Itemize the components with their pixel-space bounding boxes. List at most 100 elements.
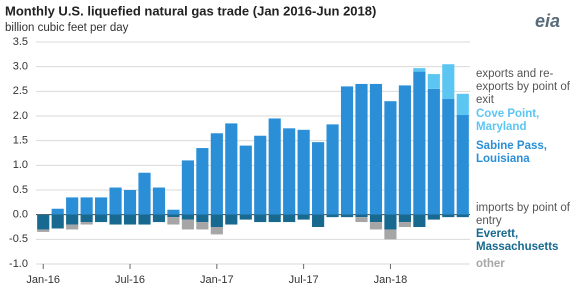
chart-title: Monthly U.S. liquefied natural gas trade… <box>5 3 376 18</box>
bar <box>80 222 93 225</box>
bar <box>210 133 223 215</box>
bar <box>456 214 469 218</box>
x-tick-label: Jan-18 <box>374 274 408 286</box>
y-tick-label: -0.5 <box>9 233 28 245</box>
bar <box>268 214 281 223</box>
bar <box>167 217 180 225</box>
bar <box>254 214 267 223</box>
bar <box>398 85 411 215</box>
y-tick-label: -1.0 <box>9 258 28 270</box>
x-tick-label: Jan-16 <box>26 274 60 286</box>
bar <box>167 214 180 218</box>
bar <box>340 86 354 215</box>
bar <box>456 115 469 215</box>
bar <box>427 88 440 215</box>
bar <box>66 197 79 215</box>
bar <box>181 214 194 220</box>
bar <box>355 217 368 223</box>
bar <box>456 93 469 116</box>
bar <box>196 214 209 223</box>
bar <box>210 214 223 227</box>
bar <box>413 214 426 227</box>
legend-entry: Sabine Pass, Louisiana <box>476 140 547 165</box>
bar <box>109 187 122 215</box>
bar <box>210 227 223 235</box>
bar <box>413 68 426 72</box>
bar <box>51 214 64 229</box>
bar <box>283 214 296 223</box>
bar <box>109 214 122 225</box>
bar <box>66 224 79 230</box>
bar <box>297 129 310 215</box>
legend-heading: imports by point of entry <box>476 202 570 227</box>
bar <box>283 128 296 215</box>
bar <box>326 124 339 215</box>
y-tick-label: 3.0 <box>13 61 28 73</box>
bar <box>413 71 426 215</box>
x-tick-label: Jan-17 <box>200 274 234 286</box>
bar <box>254 135 267 215</box>
bar <box>123 190 137 215</box>
bar <box>167 209 180 215</box>
bar <box>138 172 151 215</box>
bar <box>355 214 368 218</box>
legend-entry: other <box>476 258 505 270</box>
bar <box>355 83 368 215</box>
bar <box>123 214 137 225</box>
bar <box>384 229 397 240</box>
y-tick-label: 2.5 <box>13 85 28 97</box>
bar <box>442 98 455 215</box>
y-tick-label: 2.0 <box>13 110 28 122</box>
bar <box>138 214 151 225</box>
bar <box>196 148 209 215</box>
legend-heading: exports and re-exports by point of exit <box>476 68 570 106</box>
legend-entry: Everett, Massachusetts <box>476 228 559 253</box>
bar <box>95 197 108 215</box>
bar <box>369 83 383 215</box>
bar <box>312 142 325 215</box>
bar <box>239 214 252 220</box>
bar <box>225 123 238 215</box>
bar <box>369 214 383 223</box>
bar <box>384 214 397 230</box>
bar <box>152 187 166 215</box>
bar <box>225 214 238 225</box>
bar <box>427 214 440 220</box>
bar <box>152 214 166 223</box>
bar <box>312 214 325 227</box>
bar <box>181 160 194 215</box>
bar <box>239 145 252 215</box>
y-tick-label: 3.5 <box>13 36 28 48</box>
bar <box>268 118 281 215</box>
bar <box>398 214 411 223</box>
bar <box>95 214 108 223</box>
bar <box>384 101 397 215</box>
bar <box>297 214 310 220</box>
bar <box>37 214 50 230</box>
y-tick-label: 0.5 <box>13 184 28 196</box>
bar <box>51 208 64 215</box>
bar <box>427 74 440 89</box>
bar <box>66 214 79 225</box>
bar <box>80 197 93 215</box>
legend-entry: Cove Point, Maryland <box>476 108 540 133</box>
chart-subtitle: billion cubic feet per day <box>5 22 129 34</box>
bar <box>196 222 209 230</box>
logo: eia <box>535 11 560 31</box>
y-tick-label: 1.0 <box>13 159 28 171</box>
x-tick-label: Jul-17 <box>289 274 319 286</box>
bar <box>80 214 93 223</box>
bar <box>181 219 194 230</box>
bar <box>442 64 455 99</box>
y-tick-label: 0.0 <box>13 209 28 221</box>
bar <box>340 214 354 218</box>
x-tick-label: Jul-16 <box>115 274 145 286</box>
bar <box>37 229 50 232</box>
bar <box>369 222 383 230</box>
bar <box>326 214 339 218</box>
bar <box>442 214 455 218</box>
bar <box>398 222 411 227</box>
y-tick-label: 1.5 <box>13 135 28 147</box>
